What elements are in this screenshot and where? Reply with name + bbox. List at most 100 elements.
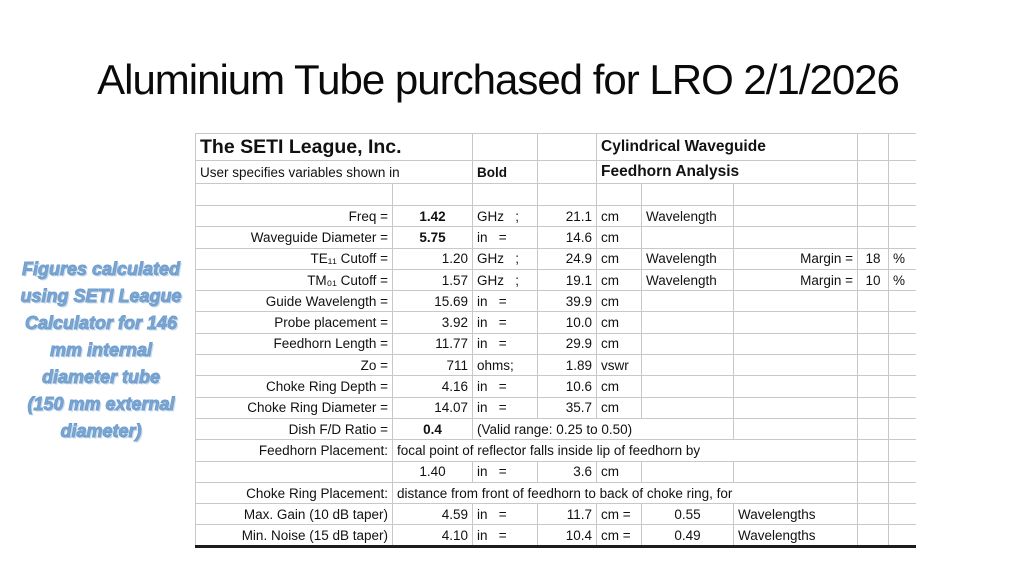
table-cell: 0.4 (391, 417, 474, 441)
empty-cell (733, 396, 859, 419)
table-cell: cm (596, 290, 643, 313)
table-cell: focal point of reflector falls inside li… (391, 439, 859, 462)
empty-cell (888, 460, 916, 483)
table-row: Freq = 1.42 GHz ; 21.1 cm Wavelength (195, 204, 916, 228)
side-note: Figures calculated using SETI League Cal… (20, 259, 182, 442)
table-cell: cm (596, 332, 643, 356)
empty-cell (391, 183, 474, 206)
empty-cell (641, 183, 735, 206)
table-cell: 35.7 (537, 396, 598, 419)
table-cell: distance from front of feedhorn to back … (391, 481, 859, 505)
table-cell: 711 (391, 354, 474, 377)
table-cell: 4.59 (391, 503, 474, 526)
empty-cell (857, 375, 890, 398)
table-cell: Min. Noise (15 dB taper) (195, 524, 393, 547)
table-cell: 4.10 (391, 524, 474, 547)
empty-cell (857, 503, 890, 526)
table-cell: cm (596, 204, 643, 228)
table-cell: in = (472, 311, 539, 334)
table-cell: 29.9 (537, 332, 598, 356)
table-cell: Margin = (733, 247, 859, 270)
table-cell: (Valid range: 0.25 to 0.50) (472, 417, 735, 441)
empty-cell (195, 183, 393, 206)
empty-cell (733, 290, 859, 313)
empty-cell (641, 226, 735, 249)
table-cell: in = (472, 290, 539, 313)
empty-cell (641, 332, 735, 356)
table-cell: 1.20 (391, 247, 474, 270)
empty-cell (857, 396, 890, 419)
table-cell: in = (472, 503, 539, 526)
table-row: Choke Ring Depth = 4.16 in = 10.6 cm (195, 375, 916, 398)
table-row: Choke Ring Diameter = 14.07 in = 35.7 cm (195, 396, 916, 419)
table-cell: cm (596, 375, 643, 398)
table-cell: 10.0 (537, 311, 598, 334)
empty-cell (537, 183, 598, 206)
table-cell: in = (472, 396, 539, 419)
empty-cell (472, 133, 539, 161)
table-cell: Choke Ring Placement: (195, 481, 393, 505)
empty-cell (857, 160, 890, 184)
empty-cell (888, 524, 916, 547)
table-cell: % (888, 268, 916, 292)
empty-cell (472, 183, 539, 206)
table-cell: Wavelength (641, 268, 735, 292)
table-cell: 18 (857, 247, 890, 270)
empty-cell (195, 460, 393, 483)
table-cell: Zo = (195, 354, 393, 377)
table-cell: cm (596, 268, 643, 292)
table-cell: 39.9 (537, 290, 598, 313)
empty-cell (888, 226, 916, 249)
empty-cell (857, 311, 890, 334)
slide-title: Aluminium Tube purchased for LRO 2/1/202… (97, 56, 900, 103)
table-row: The SETI League, Inc. Cylindrical Wavegui… (194, 133, 916, 161)
table-cell: 3.92 (391, 311, 474, 334)
table-cell: Feedhorn Placement: (195, 439, 393, 462)
empty-cell (733, 354, 859, 377)
table-cell: 4.16 (391, 375, 474, 398)
empty-cell (888, 396, 916, 419)
table-row: Feedhorn Length = 11.77 in = 29.9 cm (195, 332, 916, 356)
table-cell: cm = (596, 503, 643, 526)
table-cell: Wavelength (641, 204, 735, 228)
empty-cell (733, 332, 859, 356)
table-cell: 1.57 (391, 268, 474, 292)
table-cell: cm (596, 460, 643, 483)
empty-cell (888, 311, 916, 334)
table-cell: cm (596, 396, 643, 419)
empty-cell (641, 375, 735, 398)
empty-cell (733, 183, 859, 206)
table-row: Dish F/D Ratio = 0.4 (Valid range: 0.25 to… (195, 417, 916, 441)
empty-cell (537, 160, 598, 184)
table-cell: The SETI League, Inc. (194, 133, 474, 161)
table-cell: GHz ; (472, 204, 539, 228)
table-cell: 24.9 (537, 247, 598, 270)
table-cell: 1.40 (391, 460, 474, 483)
empty-cell (537, 133, 598, 161)
table-cell: cm = (596, 524, 643, 547)
table-row: Feedhorn Placement: focal point of reflec… (195, 439, 916, 462)
empty-cell (641, 311, 735, 334)
table-cell: % (888, 247, 916, 270)
empty-cell (733, 460, 859, 483)
empty-cell (857, 354, 890, 377)
table-cell: 5.75 (391, 226, 474, 249)
table-cell: Wavelengths (733, 524, 859, 547)
empty-cell (857, 133, 890, 161)
empty-cell (857, 183, 890, 206)
empty-cell (857, 481, 890, 505)
empty-cell (733, 311, 859, 334)
table-cell: Probe placement = (195, 311, 393, 334)
empty-cell (733, 226, 859, 249)
table-cell: 10.6 (537, 375, 598, 398)
table-container: The SETI League, Inc. Cylindrical Wavegui… (194, 133, 916, 548)
empty-cell (857, 290, 890, 313)
empty-cell (733, 417, 859, 441)
table-cell: GHz ; (472, 268, 539, 292)
table-cell: GHz ; (472, 247, 539, 270)
table-cell: Guide Wavelength = (195, 290, 393, 313)
table-cell: 21.1 (537, 204, 598, 228)
empty-cell (857, 460, 890, 483)
empty-cell (888, 183, 916, 206)
